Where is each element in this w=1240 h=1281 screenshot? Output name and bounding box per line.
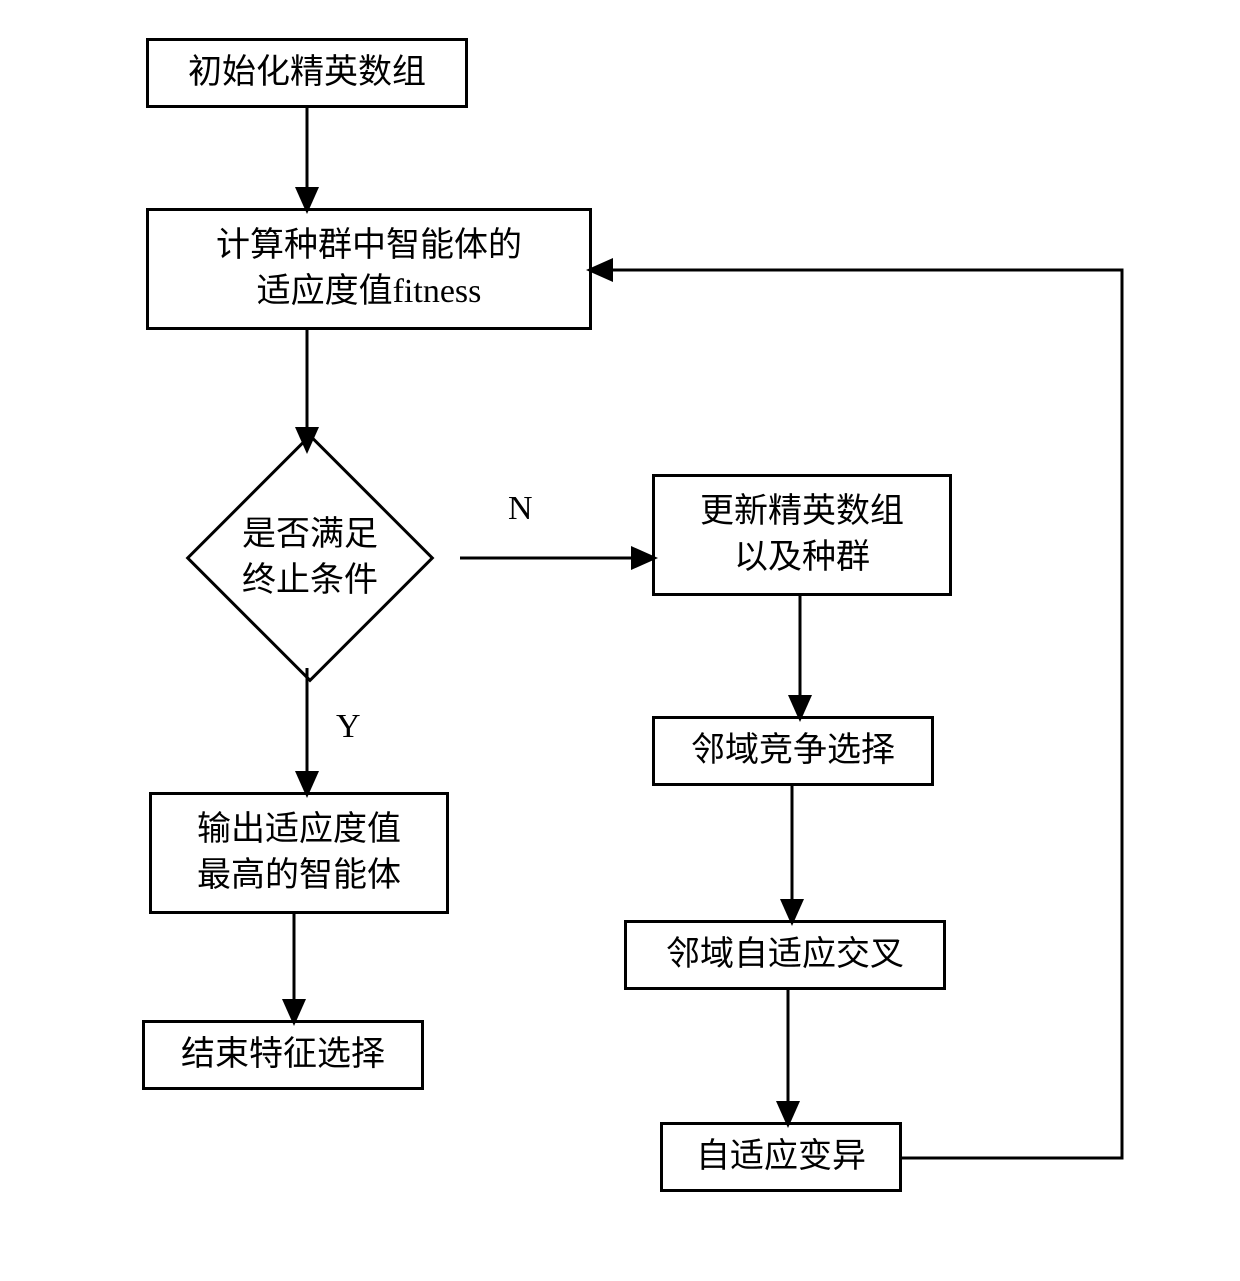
node-adaptive-mutation: 自适应变异 bbox=[660, 1122, 902, 1192]
edge-label-yes: Y bbox=[336, 708, 361, 746]
node-end-feature-selection: 结束特征选择 bbox=[142, 1020, 424, 1090]
node-calc-fitness: 计算种群中智能体的适应度值fitness bbox=[146, 208, 592, 330]
node-termination-check: 是否满足终止条件 bbox=[160, 448, 460, 668]
node-output-best: 输出适应度值最高的智能体 bbox=[149, 792, 449, 914]
diamond-label: 是否满足终止条件 bbox=[160, 448, 460, 668]
node-adaptive-crossover: 邻域自适应交叉 bbox=[624, 920, 946, 990]
node-update-elite: 更新精英数组以及种群 bbox=[652, 474, 952, 596]
edge bbox=[592, 270, 1122, 1158]
edge-label-no: N bbox=[508, 490, 533, 528]
node-init-elite: 初始化精英数组 bbox=[146, 38, 468, 108]
node-neighborhood-selection: 邻域竞争选择 bbox=[652, 716, 934, 786]
